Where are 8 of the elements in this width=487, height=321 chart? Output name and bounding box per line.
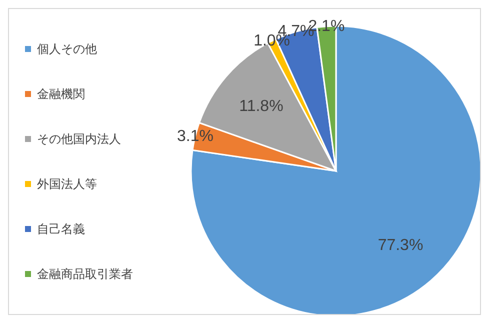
legend-label: 金融商品取引業者 <box>37 266 133 282</box>
legend-label: 金融機関 <box>37 86 85 102</box>
data-label: 77.3% <box>378 237 424 254</box>
legend-label: その他国内法人 <box>37 130 121 148</box>
data-label: 11.8% <box>239 98 284 116</box>
legend-label: 自己名義 <box>37 220 85 238</box>
legend-label: 個人その他 <box>37 40 97 58</box>
legend-label: 外国法人等 <box>37 176 97 192</box>
